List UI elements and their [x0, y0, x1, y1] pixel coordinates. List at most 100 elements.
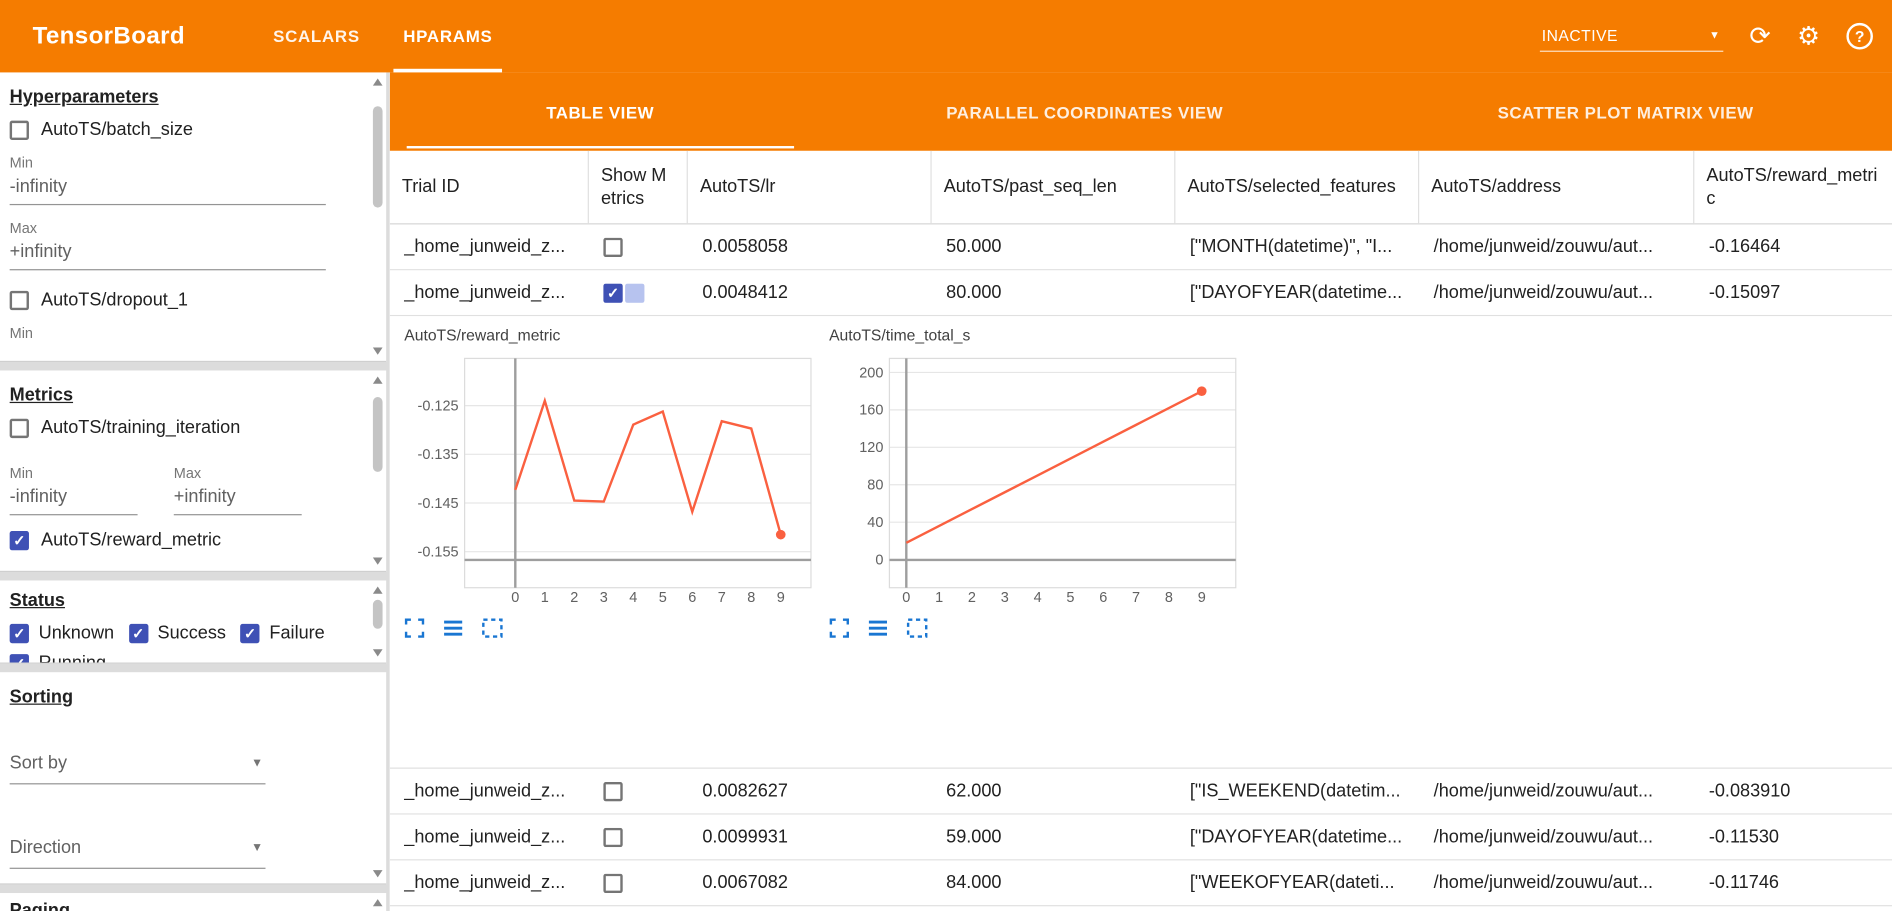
- selection-box-icon[interactable]: [906, 618, 928, 639]
- dropout-checkbox[interactable]: [9, 290, 29, 310]
- data-table-icon[interactable]: [443, 618, 464, 639]
- failure-checkbox[interactable]: [240, 623, 260, 643]
- svg-text:2: 2: [968, 590, 976, 606]
- table-row[interactable]: _home_junweid_z... 0.0099931 59.000 ["DAYOF…: [389, 814, 1892, 861]
- scroll-up-icon[interactable]: [372, 78, 383, 86]
- direction-dropdown[interactable]: Direction ▼: [9, 830, 266, 869]
- refresh-icon[interactable]: ⟳: [1749, 22, 1771, 51]
- scroll-down-icon[interactable]: [372, 557, 383, 565]
- column-header-selected-features[interactable]: AutoTS/selected_features: [1175, 150, 1420, 224]
- svg-text:3: 3: [600, 590, 608, 606]
- scrollbar-thumb[interactable]: [372, 599, 383, 629]
- tab-parallel-coordinates-view[interactable]: PARALLEL COORDINATES VIEW: [946, 101, 1224, 122]
- status-label: Success: [157, 622, 226, 644]
- app-title: TensorBoard: [32, 22, 185, 49]
- status-label: Running: [38, 652, 107, 664]
- svg-text:7: 7: [718, 590, 726, 606]
- svg-text:0: 0: [511, 590, 519, 606]
- cell-reward-metric: -0.083910: [1708, 780, 1791, 802]
- metric-row-reward-metric: AutoTS/reward_metric: [9, 529, 358, 551]
- maximize-icon[interactable]: [404, 618, 425, 639]
- table-row[interactable]: _home_junweid_z... 0.0058058 50.000 ["MONTH…: [389, 224, 1892, 271]
- param-label: AutoTS/dropout_1: [41, 289, 188, 311]
- scrollbar[interactable]: [372, 75, 385, 359]
- reward-metric-checkbox[interactable]: [9, 530, 29, 550]
- run-status-dropdown[interactable]: INACTIVE ▼: [1539, 21, 1723, 52]
- sort-by-dropdown[interactable]: Sort by ▼: [9, 746, 266, 785]
- svg-text:120: 120: [859, 440, 883, 456]
- paging-panel: Paging: [0, 893, 387, 911]
- scroll-up-icon[interactable]: [372, 586, 383, 594]
- scroll-down-icon[interactable]: [372, 649, 383, 657]
- column-header-lr[interactable]: AutoTS/lr: [688, 150, 932, 224]
- status-option-failure: Failure: [240, 623, 325, 643]
- top-nav-tabs: SCALARS HPARAMS: [251, 0, 515, 73]
- unknown-checkbox[interactable]: [9, 623, 29, 643]
- cell-lr: 0.0058058: [702, 236, 788, 258]
- gear-icon[interactable]: ⚙: [1797, 22, 1820, 51]
- scrollbar-thumb[interactable]: [372, 106, 383, 208]
- nav-tab-hparams[interactable]: HPARAMS: [382, 0, 515, 73]
- nav-tab-scalars[interactable]: SCALARS: [273, 26, 360, 46]
- column-header-reward-metric[interactable]: AutoTS/reward_metric: [1706, 164, 1878, 209]
- maximize-icon[interactable]: [829, 618, 850, 639]
- min-input[interactable]: -infinity: [9, 484, 138, 516]
- tab-table-view[interactable]: TABLE VIEW: [390, 72, 811, 150]
- show-metrics-checkbox[interactable]: [603, 873, 623, 893]
- status-option-success: Success: [128, 622, 226, 644]
- view-tabs: TABLE VIEW PARALLEL COORDINATES VIEW SCA…: [389, 72, 1892, 151]
- cell-trial-id: _home_junweid_z...: [404, 826, 566, 848]
- cell-selected-features: ["WEEKOFYEAR(dateti...: [1189, 872, 1395, 894]
- param-row-batch-size: AutoTS/batch_size: [9, 119, 358, 140]
- running-checkbox[interactable]: [9, 653, 29, 663]
- sidebar: Hyperparameters AutoTS/batch_size Min -i…: [0, 72, 390, 911]
- show-metrics-cell: [589, 282, 688, 303]
- column-header-trial-id[interactable]: Trial ID: [390, 150, 589, 224]
- svg-text:1: 1: [541, 590, 549, 606]
- show-metrics-checkbox[interactable]: [603, 282, 623, 303]
- metrics-panel: Metrics AutoTS/training_iteration Min -i…: [0, 370, 387, 573]
- cell-reward-metric: -0.16464: [1708, 236, 1781, 258]
- table-row[interactable]: _home_junweid_z... 0.0067082 84.000 ["WEEKO…: [389, 860, 1892, 907]
- scrollbar-thumb[interactable]: [372, 397, 383, 472]
- cell-reward-metric: -0.11530: [1708, 826, 1779, 848]
- column-header-past-seq-len[interactable]: AutoTS/past_seq_len: [932, 150, 1176, 224]
- scroll-up-icon[interactable]: [372, 899, 383, 907]
- scrollbar[interactable]: [372, 675, 385, 881]
- metric-row-training-iteration: AutoTS/training_iteration: [9, 417, 358, 439]
- data-table-icon[interactable]: [868, 618, 889, 639]
- scroll-down-icon[interactable]: [372, 347, 383, 355]
- min-input[interactable]: -infinity: [9, 174, 326, 206]
- scrollbar[interactable]: [372, 895, 385, 911]
- show-metrics-cell: [589, 237, 688, 257]
- cell-lr: 0.0082627: [702, 780, 788, 802]
- show-metrics-checkbox[interactable]: [603, 827, 623, 847]
- max-input[interactable]: +infinity: [173, 484, 302, 516]
- svg-text:2: 2: [570, 590, 578, 606]
- tab-scatter-plot-matrix-view[interactable]: SCATTER PLOT MATRIX VIEW: [1497, 101, 1754, 122]
- table-row[interactable]: _home_junweid_z... 0.0048412 80.000 ["DAYOF…: [389, 270, 1892, 317]
- training-iteration-checkbox[interactable]: [9, 418, 29, 438]
- table-row[interactable]: _home_junweid_z... 0.0082627 62.000 ["IS_WE…: [389, 768, 1892, 815]
- cell-address: /home/junweid/zouwu/aut...: [1433, 826, 1654, 848]
- show-metrics-checkbox[interactable]: [603, 237, 623, 257]
- scroll-down-icon[interactable]: [372, 870, 383, 878]
- scrollbar[interactable]: [372, 583, 385, 660]
- scrollbar[interactable]: [372, 373, 385, 569]
- selection-box-icon[interactable]: [482, 618, 504, 639]
- metric-label: AutoTS/training_iteration: [41, 417, 241, 439]
- column-header-show-metrics[interactable]: Show Metrics: [589, 150, 688, 224]
- show-metrics-cell: [589, 827, 688, 847]
- success-checkbox[interactable]: [128, 623, 148, 643]
- column-header-address[interactable]: AutoTS/address: [1419, 150, 1695, 224]
- cell-past-seq-len: 62.000: [946, 780, 1002, 802]
- max-input[interactable]: +infinity: [9, 239, 326, 271]
- chart-toolbar: [404, 618, 503, 639]
- batch-size-checkbox[interactable]: [9, 120, 29, 140]
- metric-label: AutoTS/reward_metric: [41, 529, 222, 551]
- show-metrics-checkbox[interactable]: [603, 781, 623, 801]
- help-icon[interactable]: ?: [1846, 22, 1873, 50]
- scroll-up-icon[interactable]: [372, 376, 383, 384]
- chart-title: AutoTS/reward_metric: [404, 325, 561, 344]
